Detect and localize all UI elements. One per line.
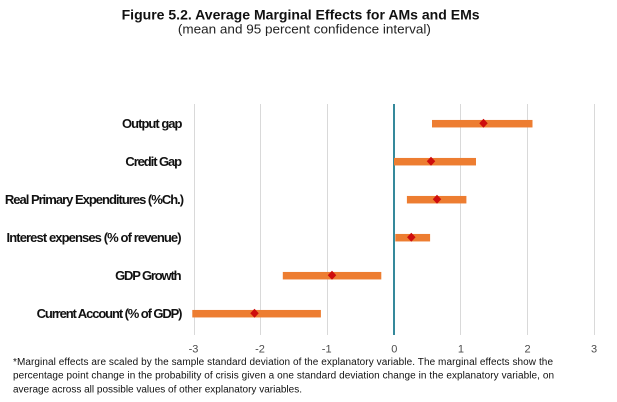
svg-text:percentage point change in the: percentage point change in the probabili…: [13, 371, 554, 382]
svg-text:Credit Gap: Credit Gap: [125, 154, 182, 169]
svg-text:-2: -2: [255, 343, 265, 355]
svg-text:Interest expenses (% of revenu: Interest expenses (% of revenue): [7, 230, 182, 245]
svg-text:-3: -3: [189, 343, 199, 355]
svg-text:(mean and 95 percent confidenc: (mean and 95 percent confidence interval…: [178, 23, 431, 37]
svg-text:3: 3: [591, 343, 597, 355]
svg-text:Current Account (% of GDP): Current Account (% of GDP): [37, 306, 183, 321]
svg-text:-1: -1: [322, 343, 332, 355]
svg-text:Output gap: Output gap: [122, 116, 183, 131]
svg-text:2: 2: [524, 343, 530, 355]
svg-text:0: 0: [391, 343, 397, 355]
svg-text:average across all possible va: average across all possible values of ot…: [13, 385, 302, 396]
svg-text:Real Primary Expenditures (%Ch: Real Primary Expenditures (%Ch.): [5, 192, 184, 207]
svg-text:*Marginal effects are scaled b: *Marginal effects are scaled by the samp…: [13, 357, 553, 368]
svg-text:GDP Growth: GDP Growth: [115, 268, 182, 283]
svg-text:1: 1: [458, 343, 464, 355]
svg-text:Figure 5.2. Average Marginal E: Figure 5.2. Average Marginal Effects for…: [122, 7, 480, 23]
